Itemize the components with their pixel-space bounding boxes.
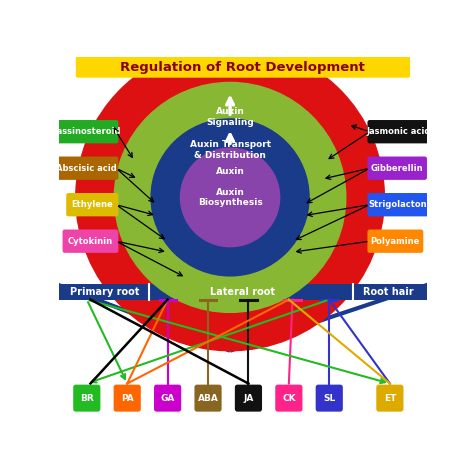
FancyBboxPatch shape	[367, 229, 423, 253]
Text: Gibberellin: Gibberellin	[371, 164, 424, 173]
Text: Lateral root: Lateral root	[210, 287, 275, 297]
FancyBboxPatch shape	[376, 384, 403, 411]
Text: Auxin
Signaling: Auxin Signaling	[206, 108, 254, 127]
Text: SL: SL	[323, 393, 336, 402]
Text: Polyamine: Polyamine	[371, 237, 420, 246]
Circle shape	[181, 148, 280, 246]
Text: GA: GA	[160, 393, 175, 402]
Circle shape	[114, 82, 346, 312]
FancyBboxPatch shape	[59, 284, 427, 300]
Text: Auxin Transport
& Distribution: Auxin Transport & Distribution	[190, 140, 271, 160]
FancyBboxPatch shape	[367, 193, 434, 216]
FancyBboxPatch shape	[48, 120, 118, 143]
Text: BR: BR	[80, 393, 94, 402]
FancyBboxPatch shape	[73, 384, 100, 411]
FancyBboxPatch shape	[275, 384, 302, 411]
Text: ABA: ABA	[198, 393, 219, 402]
FancyBboxPatch shape	[55, 156, 118, 180]
FancyBboxPatch shape	[194, 384, 222, 411]
FancyBboxPatch shape	[63, 229, 118, 253]
FancyBboxPatch shape	[66, 193, 118, 216]
Text: Ethylene: Ethylene	[72, 200, 113, 209]
Text: Strigolactone: Strigolactone	[369, 200, 433, 209]
Text: PA: PA	[121, 393, 134, 402]
FancyBboxPatch shape	[367, 156, 427, 180]
Text: CK: CK	[282, 393, 296, 402]
Text: Root hair: Root hair	[363, 287, 413, 297]
FancyBboxPatch shape	[154, 384, 181, 411]
FancyBboxPatch shape	[367, 120, 431, 143]
Text: JA: JA	[243, 393, 254, 402]
Text: Primary root: Primary root	[71, 287, 140, 297]
Circle shape	[76, 44, 384, 351]
Text: Cytokinin: Cytokinin	[68, 237, 113, 246]
FancyBboxPatch shape	[76, 56, 410, 78]
FancyBboxPatch shape	[114, 384, 141, 411]
Text: Brassinosteroid: Brassinosteroid	[46, 127, 120, 136]
FancyBboxPatch shape	[235, 384, 262, 411]
Text: Jasmonic acid: Jasmonic acid	[367, 127, 431, 136]
FancyBboxPatch shape	[316, 384, 343, 411]
Text: Abscisic acid: Abscisic acid	[56, 164, 117, 173]
Text: Regulation of Root Development: Regulation of Root Development	[120, 61, 365, 73]
Circle shape	[151, 119, 309, 276]
Text: ET: ET	[383, 393, 396, 402]
Text: Auxin: Auxin	[216, 167, 245, 176]
Text: Auxin
Biosynthesis: Auxin Biosynthesis	[198, 188, 263, 207]
